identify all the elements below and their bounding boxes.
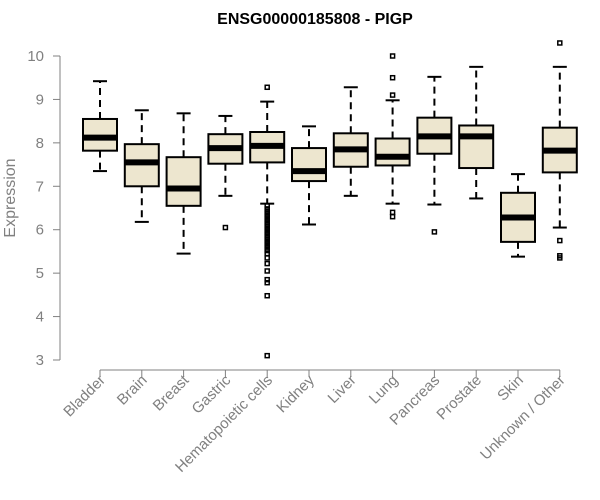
box-series [291,125,327,226]
outlier-point [264,352,270,359]
outlier-point [389,74,396,81]
x-tick-label: Bladder [60,372,109,421]
y-tick-label: 8 [36,135,44,152]
box-series [249,84,286,359]
y-tick-label: 3 [36,352,44,369]
x-tick-label: Brain [114,372,151,409]
outlier-point [264,255,270,261]
outlier-point [557,255,563,261]
y-tick-label: 9 [36,91,44,108]
outlier-point [264,250,270,257]
x-tick-label: Prostate [433,372,485,424]
box [291,147,327,183]
box-series [123,109,160,223]
box-series [416,75,453,235]
boxes-group [82,40,578,359]
box [374,137,411,167]
outlier-point [389,92,396,98]
outlier-point [264,247,270,254]
box-series [332,86,369,197]
box [458,124,495,170]
y-axis-label: Expression [2,158,19,237]
x-tick-label: Breast [150,371,193,414]
outlier-point [222,224,229,231]
box-series [458,65,495,200]
outlier-point [264,203,270,209]
outlier-point [264,268,270,274]
outlier-point [264,84,270,91]
outlier-point [557,40,563,46]
outlier-point [557,237,563,244]
chart-title: ENSG00000185808 - PIGP [217,11,413,28]
outlier-point [431,229,438,235]
y-tick-label: 4 [36,309,44,326]
box-series [541,40,578,261]
box-series [82,80,118,173]
x-tick-label: Lung [366,372,402,408]
y-tick-label: 5 [36,265,44,282]
outlier-point [264,276,270,283]
box-series [165,112,202,255]
outlier-point [389,53,396,59]
x-tick-label: Liver [325,372,360,407]
x-tick-label: Kidney [273,371,318,416]
outlier-point [389,213,396,220]
box [165,156,202,207]
outlier-point [389,209,396,216]
box-series [500,173,536,258]
y-tick-label: 7 [36,178,44,195]
outlier-point [264,279,270,286]
x-tick-label: Skin [494,372,527,405]
outlier-point [264,260,270,267]
box-series [374,53,411,220]
y-tick-label: 10 [27,48,44,65]
outlier-point [264,292,270,299]
y-tick-label: 6 [36,222,44,239]
box-series [207,114,244,231]
